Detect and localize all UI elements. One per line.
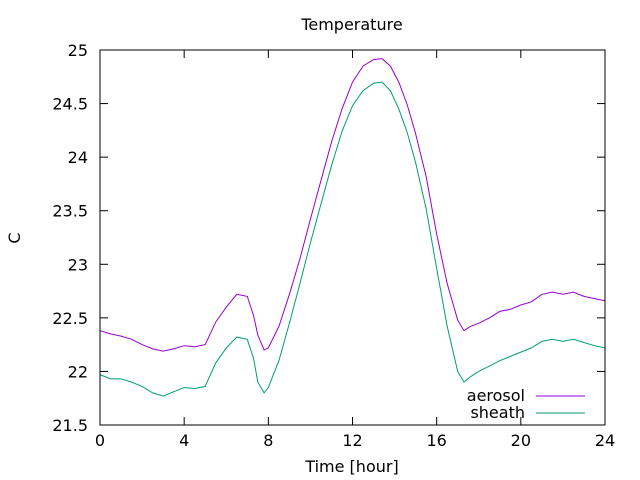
legend-label-aerosol: aerosol (467, 386, 525, 405)
x-tick-label: 24 (595, 431, 615, 450)
x-tick-label: 20 (511, 431, 531, 450)
series-line-sheath (99, 81, 606, 397)
plot-border (99, 49, 606, 426)
y-tick-label: 21.5 (52, 416, 88, 435)
y-tick-label: 22.5 (52, 309, 88, 328)
x-tick-label: 0 (95, 431, 105, 450)
x-tick-label: 4 (179, 431, 189, 450)
y-tick-label: 22 (68, 362, 88, 381)
axis-ticks: 0 4 8 12 16 20 24 21.5 22 22.5 23 23.5 24 24.5 25 (52, 41, 615, 450)
y-tick-label: 24 (68, 148, 88, 167)
series-line-aerosol (99, 58, 606, 352)
x-tick-label: 16 (426, 431, 446, 450)
y-axis-label: C (5, 232, 24, 243)
x-tick-label: 12 (342, 431, 362, 450)
x-axis-label: Time [hour] (304, 457, 398, 476)
series-lines (99, 58, 606, 397)
y-tick-label: 23 (68, 255, 88, 274)
legend-label-sheath: sheath (470, 403, 525, 422)
y-tick-label: 23.5 (52, 202, 88, 221)
y-tick-label: 24.5 (52, 95, 88, 114)
x-tick-label: 8 (263, 431, 273, 450)
y-tick-label: 25 (68, 41, 88, 60)
chart-title: Temperature (300, 15, 402, 34)
